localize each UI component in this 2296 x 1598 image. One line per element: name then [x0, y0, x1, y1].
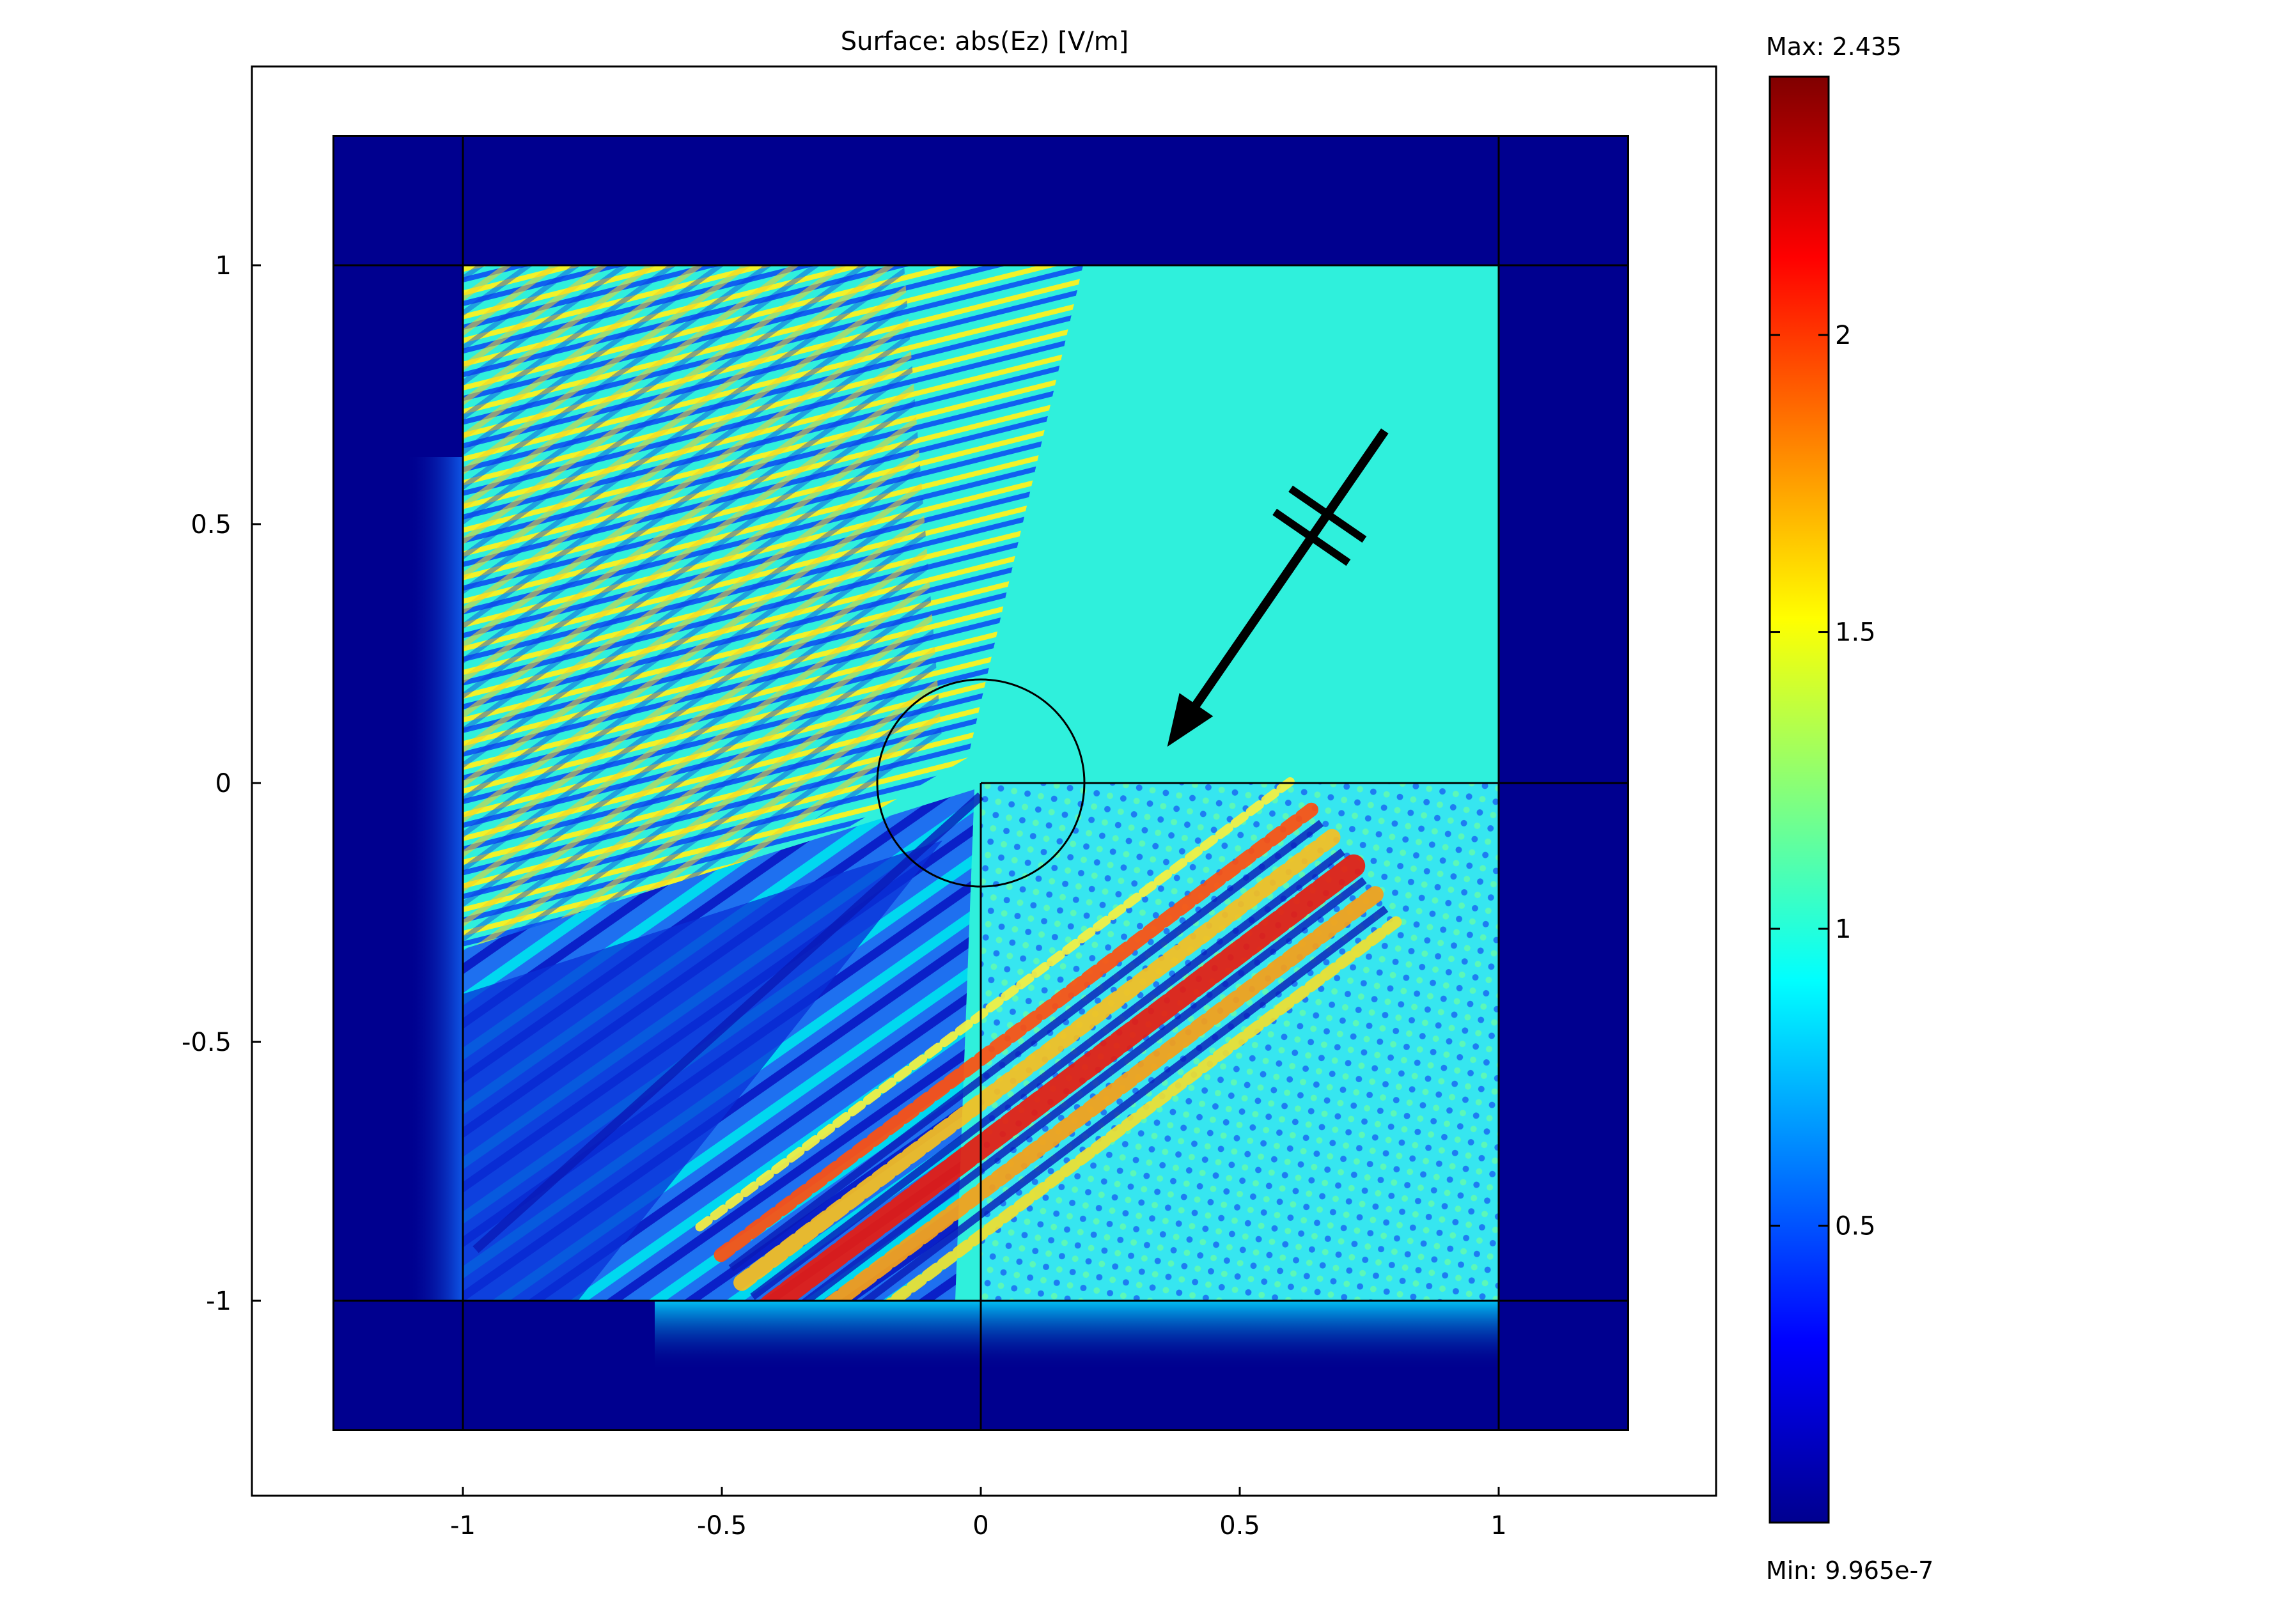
- reflection-fringes-secondary: [463, 265, 942, 1026]
- arrow-shaft: [1182, 428, 1389, 724]
- colorbar-tick-label: 2: [1835, 321, 1851, 350]
- y-tick-label: -1: [206, 1287, 231, 1316]
- chart-title: Surface: abs(Ez) [V/m]: [841, 27, 1129, 56]
- beam-gap: [859, 905, 1389, 1301]
- x-tick-label: -0.5: [697, 1511, 747, 1540]
- arrow-head: [1167, 693, 1214, 747]
- colorbar-ticks: 0.5 1 1.5 2: [1770, 321, 1876, 1241]
- y-axis-ticks: 1 0.5 0 -0.5 -1: [182, 251, 261, 1316]
- y-tick-label: -0.5: [182, 1028, 231, 1057]
- corner-circle: [876, 678, 1086, 888]
- shadow-region: [463, 841, 942, 1301]
- beam-fringe: [822, 886, 1384, 1301]
- colorbar-tick-label: 1: [1835, 915, 1851, 944]
- beam-fringe: [884, 916, 1402, 1301]
- polarization-mark: [1272, 508, 1351, 566]
- x-axis-ticks: -1 -0.5 0 0.5 1: [450, 1487, 1507, 1540]
- incident-wave-arrow: [1167, 428, 1389, 747]
- colorbar-tick-label: 1.5: [1835, 618, 1876, 648]
- beam-fringe: [733, 828, 1341, 1291]
- colorbar: [1769, 75, 1830, 1524]
- beam-gap: [800, 877, 1367, 1301]
- pml-left-glow: [405, 457, 463, 1301]
- pml-bottom-glow: [655, 1301, 1499, 1371]
- x-tick-label: -1: [450, 1511, 476, 1540]
- field-surface: [333, 136, 1628, 1431]
- geometry-outlines: [332, 135, 1629, 1431]
- beam-fringe: [714, 802, 1318, 1262]
- polarization-mark: [1288, 485, 1367, 543]
- beam-gap: [728, 819, 1324, 1271]
- beam-fringe: [758, 854, 1366, 1301]
- colorbar-tick-label: 0.5: [1835, 1212, 1876, 1241]
- beam-gap: [750, 848, 1345, 1300]
- x-tick-label: 1: [1490, 1511, 1506, 1540]
- y-tick-label: 1: [215, 251, 231, 281]
- x-tick-label: 0: [972, 1511, 988, 1540]
- colorbar-min-label: Min: 9.965e-7: [1766, 1556, 1933, 1585]
- colorbar-max-label: Max: 2.435: [1766, 33, 1902, 61]
- shadow-boundary-ray: [472, 792, 984, 1253]
- x-tick-label: 0.5: [1219, 1511, 1260, 1540]
- y-tick-label: 0.5: [191, 510, 231, 539]
- y-tick-label: 0: [215, 769, 231, 798]
- beam-fringe: [695, 777, 1295, 1232]
